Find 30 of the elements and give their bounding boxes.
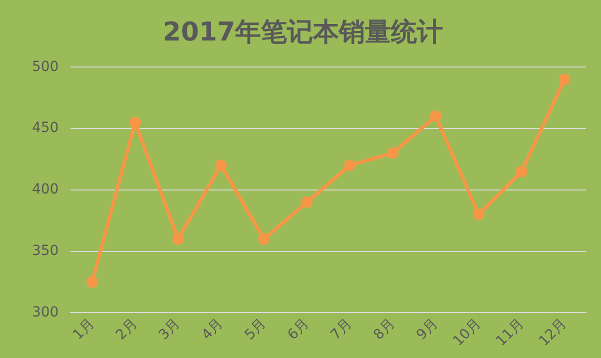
y-tick-label: 350 bbox=[32, 242, 59, 259]
point bbox=[172, 233, 184, 245]
y-tick-label: 300 bbox=[32, 304, 59, 320]
y-tick-label: 500 bbox=[32, 58, 59, 75]
x-tick-label: 8月 bbox=[370, 316, 398, 344]
x-tick-label: 4月 bbox=[198, 316, 226, 344]
x-tick-label: 9月 bbox=[414, 316, 442, 344]
x-tick-label: 6月 bbox=[284, 316, 312, 344]
point bbox=[258, 233, 270, 245]
y-tick-label: 450 bbox=[32, 120, 59, 136]
x-tick-label: 10月 bbox=[450, 316, 484, 350]
x-tick-label: 12月 bbox=[536, 316, 570, 350]
point bbox=[430, 110, 442, 122]
point bbox=[472, 208, 484, 220]
point bbox=[387, 147, 399, 159]
x-tick-label: 3月 bbox=[156, 316, 184, 344]
chart-title: 2017年笔记本销量统计 bbox=[162, 17, 444, 48]
point bbox=[129, 116, 141, 128]
point bbox=[344, 160, 356, 172]
point bbox=[301, 196, 313, 208]
x-tick-label: 5月 bbox=[242, 316, 270, 344]
y-tick-label: 400 bbox=[32, 182, 59, 198]
x-tick-label: 1月 bbox=[70, 316, 98, 344]
point bbox=[558, 74, 570, 86]
x-tick-label: 2月 bbox=[113, 316, 141, 344]
point bbox=[86, 276, 98, 288]
point bbox=[215, 160, 227, 172]
x-tick-label: 7月 bbox=[328, 316, 356, 344]
x-tick-label: 11月 bbox=[493, 316, 527, 350]
point bbox=[516, 166, 528, 178]
